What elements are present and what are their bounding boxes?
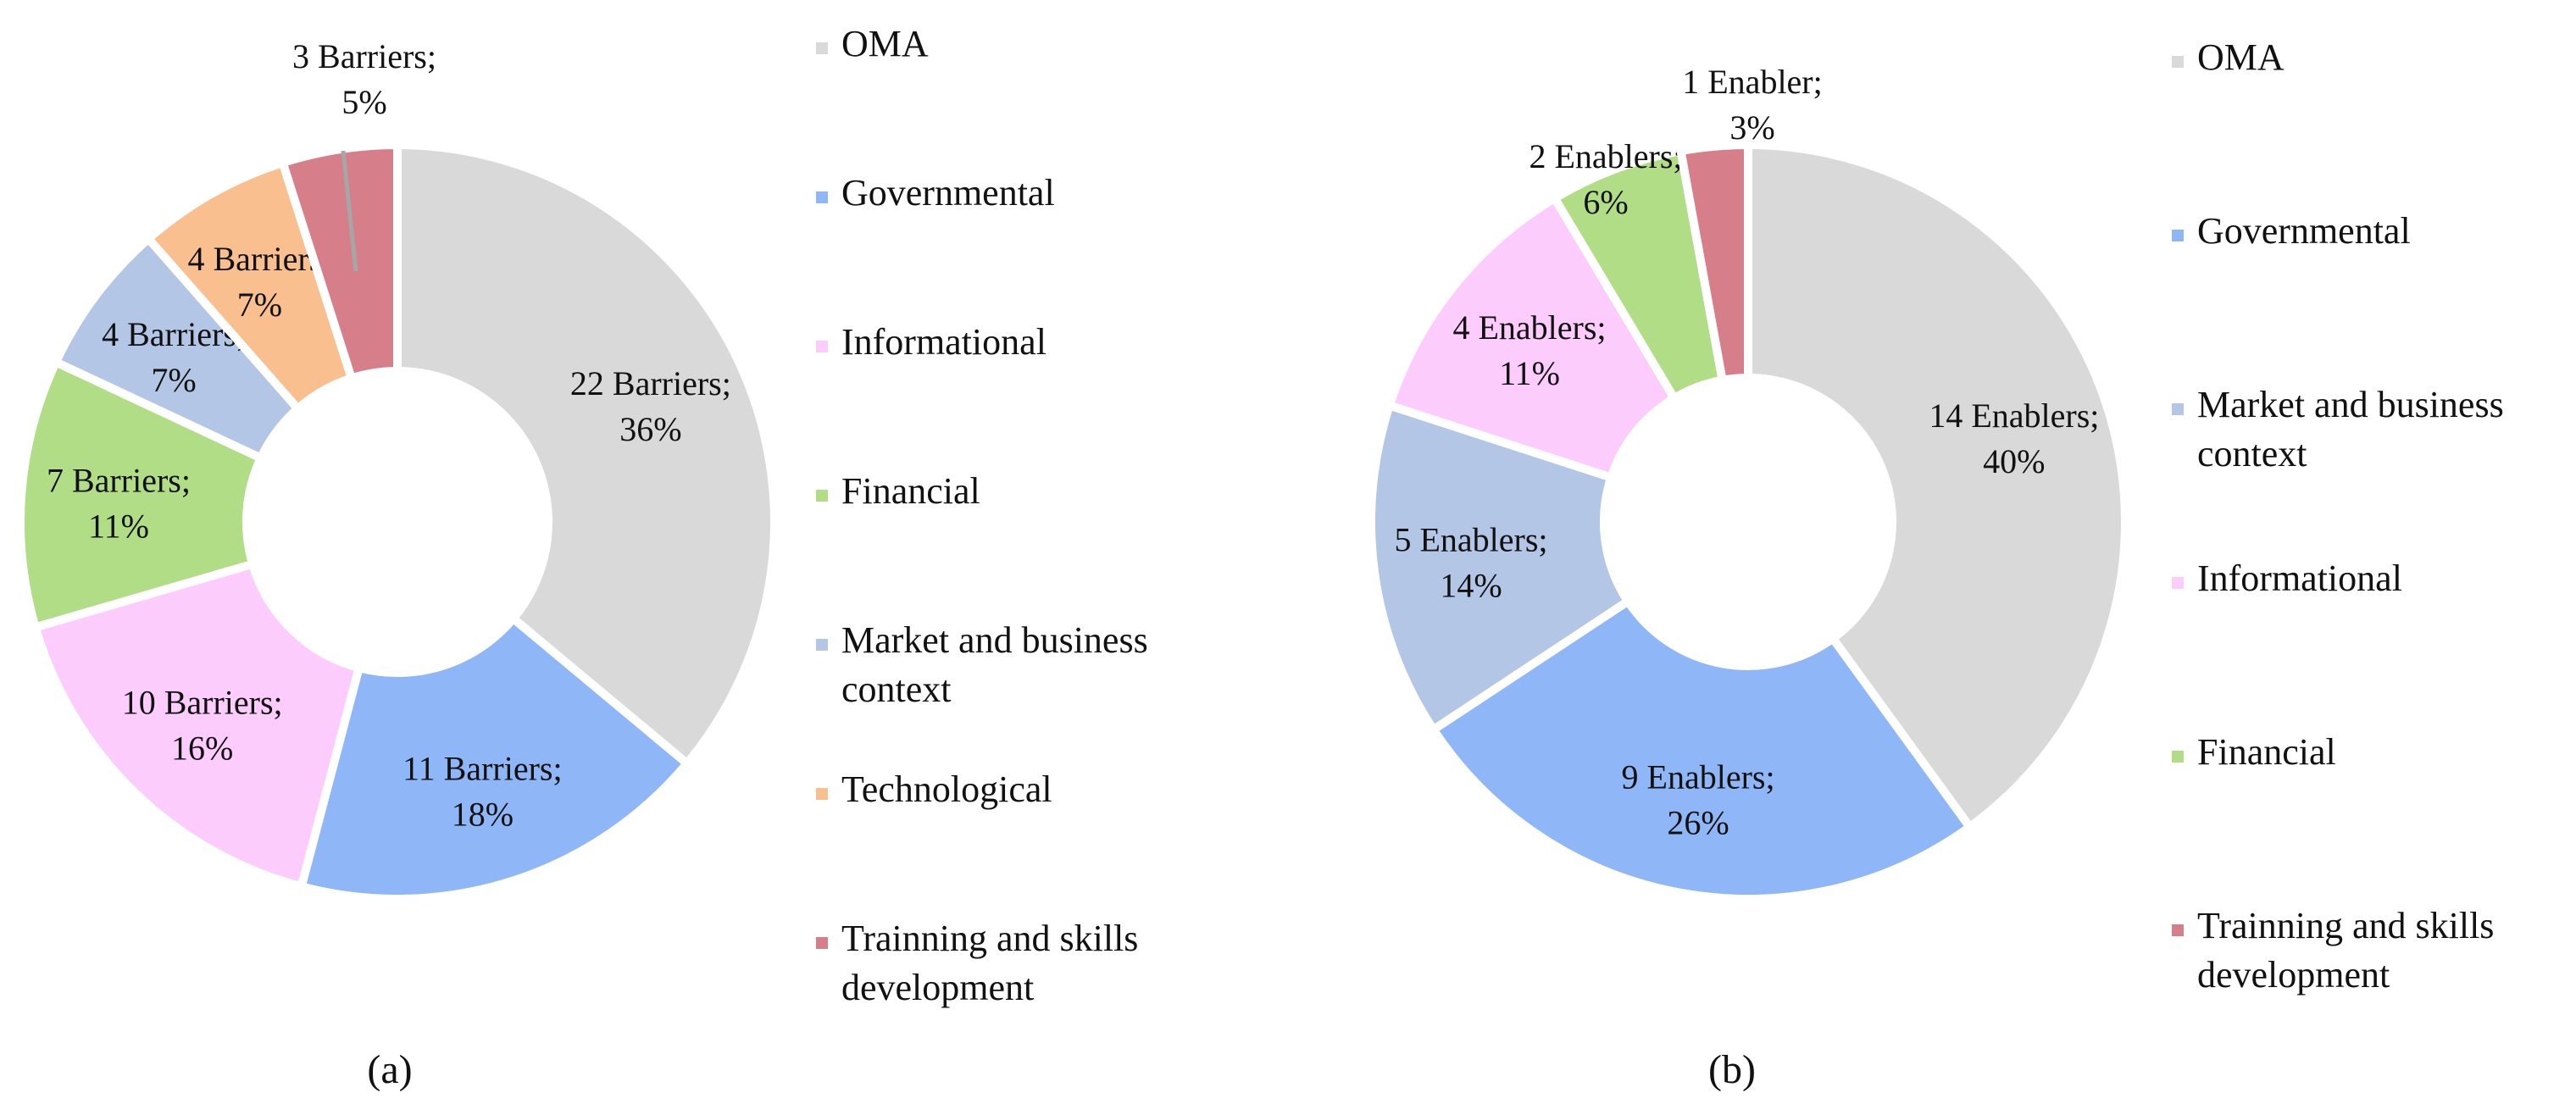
- legend-swatch: [816, 341, 828, 352]
- legend-entry: Governmental: [841, 172, 1055, 214]
- legend-entry: Technological: [841, 768, 1052, 810]
- chart-a: 22 Barriers; 36% 11 Barriers; 18% 10 Barrier…: [16, 23, 1148, 1092]
- slice-informational: [30, 558, 364, 892]
- legend-swatch: [816, 937, 828, 949]
- slice-oma: [393, 140, 779, 770]
- slice-data-label: 22 Barriers; 36%: [570, 364, 731, 448]
- legend-swatch: [816, 788, 828, 800]
- legend-swatch: [816, 42, 828, 54]
- legend-entry: Trainning and skills development: [2197, 905, 2494, 996]
- legend-entry: Financial: [841, 470, 980, 512]
- slice-data-label: 9 Enablers; 26%: [1622, 758, 1775, 842]
- chart-b: 14 Enablers; 40% 9 Enablers; 26% 5 Enablers;…: [1367, 36, 2504, 1092]
- slice-data-label: 10 Barriers; 16%: [122, 683, 283, 767]
- legend-swatch: [2172, 751, 2184, 763]
- slice-trainning-and-skills-development: [1675, 140, 1752, 386]
- legend-swatch: [816, 191, 828, 203]
- legend-entry: Market and business context: [841, 619, 1148, 710]
- panel-caption: (a): [367, 1047, 412, 1092]
- slice-oma: [1744, 140, 2129, 834]
- legend-swatch: [2172, 577, 2184, 589]
- slice-governmental: [1427, 595, 1976, 903]
- legend-entry: Governmental: [2197, 210, 2411, 252]
- legend-swatch: [2172, 56, 2184, 68]
- slice-data-label: 7 Barriers; 11%: [47, 462, 191, 546]
- legend: OMA Governmental Market and business contex…: [2172, 36, 2504, 996]
- legend-entry: Informational: [841, 321, 1046, 363]
- legend-entry: OMA: [2197, 36, 2285, 78]
- legend-entry: Market and business context: [2197, 384, 2504, 474]
- slice-data-label: 11 Barriers; 18%: [402, 749, 562, 833]
- slice-data-label: 2 Enablers; 6%: [1529, 137, 1682, 221]
- legend-entry: Trainning and skills development: [841, 918, 1138, 1008]
- slice-data-label: 1 Enabler; 3%: [1682, 63, 1823, 147]
- legend-entry: Informational: [2197, 558, 2402, 599]
- legend-swatch: [2172, 403, 2184, 415]
- slice-data-label: 5 Enablers; 14%: [1394, 520, 1547, 604]
- legend-swatch: [816, 639, 828, 651]
- slice-data-label: 3 Barriers; 5%: [292, 37, 436, 121]
- legend-entry: Financial: [2197, 731, 2336, 773]
- slice-governmental: [296, 612, 693, 903]
- slice-data-label: 4 Enablers; 11%: [1452, 308, 1606, 392]
- legend-swatch: [2172, 230, 2184, 241]
- legend: OMA Governmental Informational Financial Mar…: [816, 23, 1148, 1008]
- slice-financial: [16, 356, 267, 633]
- panel-caption: (b): [1708, 1047, 1756, 1092]
- legend-swatch: [2172, 924, 2184, 936]
- legend-swatch: [816, 490, 828, 502]
- slice-informational: [1384, 192, 1680, 483]
- legend-entry: OMA: [841, 23, 929, 64]
- slice-data-label: 4 Barriers; 7%: [187, 240, 331, 324]
- slice-market-and-business-context: [1367, 400, 1635, 736]
- slice-data-label: 14 Enablers; 40%: [1929, 397, 2099, 480]
- leader-line: [341, 150, 358, 272]
- slice-trainning-and-skills-development: [277, 140, 402, 384]
